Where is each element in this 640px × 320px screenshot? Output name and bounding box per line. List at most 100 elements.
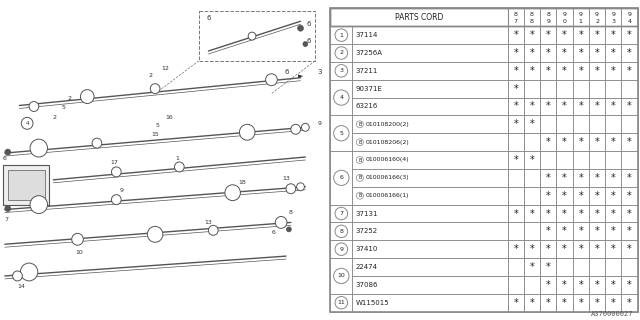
Text: *: *	[529, 155, 534, 165]
Text: *: *	[611, 30, 616, 40]
Text: *: *	[595, 298, 600, 308]
Bar	[589, 222, 605, 240]
Text: *: *	[627, 66, 632, 76]
Text: *: *	[627, 48, 632, 58]
Bar	[556, 8, 573, 26]
Text: 010006166(3): 010006166(3)	[365, 175, 409, 180]
Bar	[508, 8, 524, 26]
Text: 0: 0	[563, 19, 566, 24]
Circle shape	[72, 233, 83, 245]
Text: *: *	[627, 244, 632, 254]
Bar	[508, 26, 524, 44]
Bar	[621, 62, 637, 80]
Text: *: *	[627, 280, 632, 290]
Bar	[556, 151, 573, 169]
Text: 5: 5	[62, 105, 66, 110]
Bar	[605, 80, 621, 98]
Circle shape	[335, 29, 348, 41]
Bar	[353, 294, 508, 312]
Text: 3: 3	[611, 19, 615, 24]
Bar	[3, 165, 49, 204]
Text: *: *	[513, 155, 518, 165]
Bar	[330, 222, 353, 240]
Bar	[524, 8, 540, 26]
Circle shape	[356, 156, 364, 164]
Text: 5: 5	[155, 123, 159, 128]
Text: *: *	[562, 244, 567, 254]
Circle shape	[303, 42, 308, 46]
Bar	[524, 222, 540, 240]
Text: *: *	[595, 48, 600, 58]
Bar	[8, 170, 45, 200]
Text: 9: 9	[339, 247, 343, 252]
Circle shape	[333, 170, 349, 186]
Bar	[353, 80, 508, 98]
Circle shape	[266, 74, 277, 86]
Bar	[605, 258, 621, 276]
Bar	[330, 240, 353, 258]
Bar	[621, 98, 637, 116]
Circle shape	[333, 126, 349, 141]
Bar	[573, 26, 589, 44]
Bar	[589, 169, 605, 187]
Circle shape	[150, 84, 160, 94]
Circle shape	[30, 139, 47, 157]
Bar	[508, 151, 524, 169]
Bar	[589, 8, 605, 26]
Bar	[353, 151, 508, 169]
Bar	[621, 151, 637, 169]
Text: 37256A: 37256A	[355, 50, 382, 56]
Bar	[621, 204, 637, 222]
Bar	[508, 98, 524, 116]
Bar	[605, 62, 621, 80]
Text: 37252: 37252	[355, 228, 378, 234]
Bar	[621, 8, 637, 26]
Text: 6: 6	[306, 21, 310, 27]
Text: *: *	[546, 209, 550, 219]
Circle shape	[356, 192, 364, 199]
Bar	[540, 187, 556, 204]
Bar	[573, 222, 589, 240]
Bar	[330, 258, 353, 294]
Text: *: *	[611, 173, 616, 183]
Text: *: *	[627, 298, 632, 308]
Bar	[556, 116, 573, 133]
Bar	[605, 26, 621, 44]
Bar	[605, 98, 621, 116]
Bar	[524, 276, 540, 294]
Bar	[524, 116, 540, 133]
Circle shape	[335, 296, 348, 309]
Bar	[573, 187, 589, 204]
Text: 16: 16	[166, 115, 173, 120]
Bar	[524, 133, 540, 151]
Circle shape	[297, 183, 305, 191]
Bar	[330, 44, 353, 62]
Text: *: *	[529, 244, 534, 254]
Text: *: *	[513, 119, 518, 129]
Bar	[330, 80, 353, 116]
Text: 9: 9	[628, 12, 632, 17]
Text: *: *	[579, 244, 583, 254]
Text: *: *	[579, 280, 583, 290]
Bar	[524, 169, 540, 187]
Bar	[508, 62, 524, 80]
Bar	[573, 8, 589, 26]
Text: *: *	[529, 262, 534, 272]
Bar	[540, 98, 556, 116]
Text: B: B	[358, 140, 362, 145]
Text: *: *	[529, 119, 534, 129]
Bar	[621, 276, 637, 294]
Text: *: *	[579, 66, 583, 76]
Bar	[573, 80, 589, 98]
Circle shape	[20, 263, 38, 281]
Bar	[353, 133, 508, 151]
Text: *: *	[562, 226, 567, 236]
Bar	[589, 204, 605, 222]
Text: *: *	[579, 137, 583, 147]
Bar	[621, 133, 637, 151]
Text: *: *	[513, 66, 518, 76]
Bar	[330, 8, 637, 26]
Text: *: *	[595, 101, 600, 111]
Text: 8: 8	[547, 12, 550, 17]
Bar	[508, 80, 524, 98]
